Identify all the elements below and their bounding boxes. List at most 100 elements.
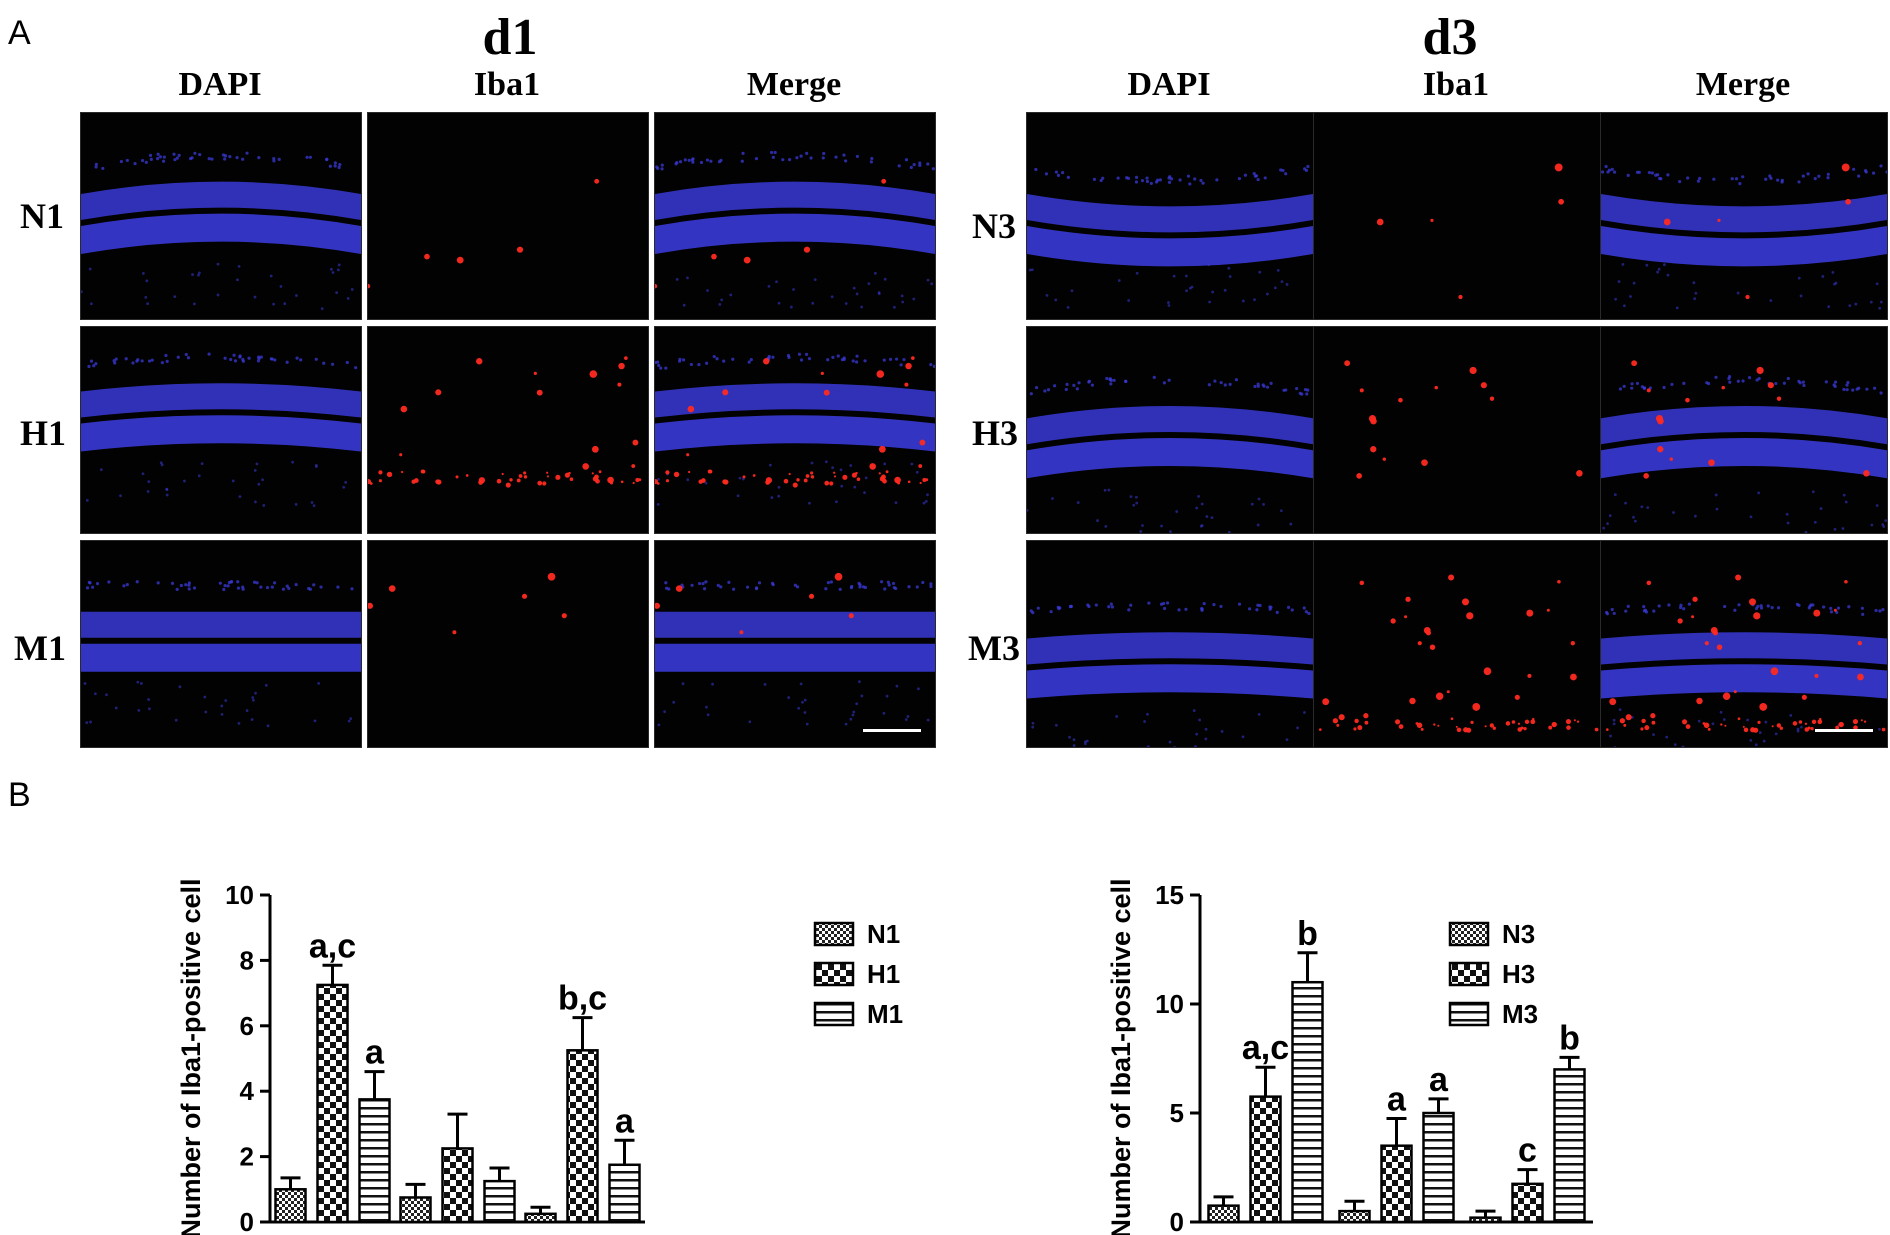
bar-h3-outer [1511,1182,1544,1224]
legend-label-m3: M3 [1502,999,1538,1029]
legend-label-n3: N3 [1502,919,1535,949]
col-header-dapi-d3: DAPI [1127,66,1211,103]
y-tick-label: 5 [1170,1098,1184,1128]
significance-label: a,c [309,927,356,965]
micrograph-image [1344,360,1583,479]
micrograph-m3-iba1 [1313,540,1601,748]
row-label-m3: M3 [968,628,1020,668]
micrograph-m1-iba1 [367,540,649,748]
micrograph-image [1027,164,1313,309]
micrograph-m3-dapi [1026,540,1314,748]
bar-n3-inner [1338,1209,1371,1224]
legend-label-h1: H1 [867,959,900,989]
micrograph-image [81,580,361,728]
col-header-merge-d1: Merge [746,66,842,103]
micrograph-image [1027,375,1313,533]
bar-n1-outer [524,1212,557,1224]
bar-m1-inner [483,1179,516,1224]
micrograph-image [1027,601,1313,747]
row-label-h1: H1 [20,413,67,453]
legend-label-h3: H3 [1502,959,1535,989]
bar-h1-outer [566,1049,599,1224]
group-title-d1: d1 [482,9,538,66]
micrograph-image [1601,163,1887,310]
y-tick-label: 0 [1170,1207,1184,1235]
micrograph-image [655,572,935,732]
y-tick-label: 2 [240,1142,254,1172]
micrograph-h3-dapi [1026,326,1314,534]
micrograph-h1-dapi [80,326,362,534]
significance-label: a [365,1034,385,1072]
y-tick-label: 10 [1155,989,1184,1019]
micrograph-h1-iba1 [367,326,649,534]
significance-label: b,c [558,980,607,1018]
micrograph-n1-iba1 [367,112,649,320]
y-tick-label: 4 [240,1076,255,1106]
micrograph-h3-iba1 [1313,326,1601,534]
micrograph-n3-merge [1600,112,1888,320]
significance-label: b [1297,915,1318,953]
bar-h1-inner [441,1147,474,1224]
micrograph-image [81,151,361,311]
micrograph-image [1318,574,1599,733]
legend-swatch-h1 [813,961,855,987]
panel-b-label: B [8,776,31,814]
significance-label: a [1387,1080,1407,1118]
micrograph-n3-dapi [1026,112,1314,320]
panel-a-label: A [8,14,31,52]
significance-label: a [615,1102,635,1140]
bar-n3-outer [1469,1216,1502,1224]
bar-n1-inner [399,1196,432,1224]
micrograph-image [81,352,361,508]
y-tick-label: 10 [225,880,254,910]
y-tick-label: 8 [240,945,254,975]
legend-label-m1: M1 [867,999,903,1029]
y-tick-label: 15 [1155,880,1184,910]
row-label-n3: N3 [972,206,1016,246]
bar-m3-all [1291,980,1324,1224]
bar-m1-outer [608,1163,641,1224]
bar-m1-all [358,1098,391,1224]
col-header-merge-d3: Merge [1695,66,1791,103]
micrograph-m3-merge [1600,540,1888,748]
bar-n3-all [1207,1204,1240,1224]
micrograph-m1-dapi [80,540,362,748]
legend-swatch-h3 [1448,961,1490,987]
micrograph-n1-dapi [80,112,362,320]
y-axis-label: Number of Iba1-positive cell [1106,878,1136,1235]
legend-label-n1: N1 [867,919,900,949]
micrograph-image [368,178,600,289]
micrograph-image [1376,163,1564,300]
micrograph-image [655,150,935,309]
legend-swatch-m1 [813,1001,855,1027]
legend-swatch-m3 [1448,1001,1490,1027]
row-label-m1: M1 [14,628,66,668]
y-tick-label: 6 [240,1011,254,1041]
legend-swatch-n1 [813,921,855,947]
bar-m3-outer [1553,1068,1586,1224]
micrograph-image [1601,574,1887,747]
row-label-n1: N1 [20,196,64,236]
significance-label: a [1429,1061,1449,1099]
micrograph-image [368,572,567,635]
y-axis-label: Number of Iba1-positive cell [176,878,206,1235]
micrograph-image [368,356,642,488]
significance-label: a,c [1242,1029,1289,1067]
micrograph-n3-iba1 [1313,112,1601,320]
micrograph-m1-merge [654,540,936,748]
y-tick-label: 0 [240,1207,254,1235]
legend-swatch-n3 [1448,921,1490,947]
bar-n1-all [274,1188,307,1224]
col-header-iba1-d1: Iba1 [473,66,541,103]
significance-label: c [1518,1132,1537,1170]
micrograph-h3-merge [1600,326,1888,534]
significance-label: b [1559,1019,1580,1057]
bar-h1-all [316,983,349,1224]
bar-h3-inner [1380,1144,1413,1224]
row-label-h3: H3 [972,413,1019,453]
micrograph-image [655,352,935,506]
